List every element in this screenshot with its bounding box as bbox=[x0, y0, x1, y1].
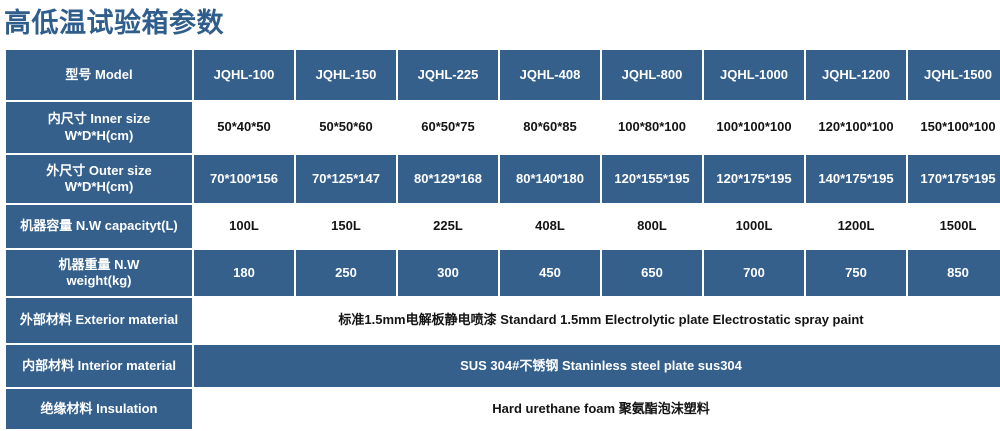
row-label-outer-size-line1: 外尺寸 Outer size bbox=[46, 162, 152, 178]
outer-size-value-2: 70*125*147 bbox=[296, 155, 396, 203]
inner-size-value-7: 120*100*100 bbox=[806, 102, 906, 153]
row-label-inner-size: 内尺寸 Inner size W*D*H(cm) bbox=[6, 102, 192, 153]
row-label-capacity: 机器容量 N.W capacityt(L) bbox=[6, 205, 192, 248]
table-row-insulation: 绝缘材料 Insulation Hard urethane foam 聚氨酯泡沫… bbox=[6, 389, 1000, 429]
outer-size-value-4: 80*140*180 bbox=[500, 155, 600, 203]
model-header-5: JQHL-800 bbox=[602, 50, 702, 100]
table-row-model: 型号 Model JQHL-100 JQHL-150 JQHL-225 JQHL… bbox=[6, 50, 1000, 100]
row-label-weight-line2: weight(kg) bbox=[66, 273, 132, 288]
table-row-weight: 机器重量 N.W weight(kg) 180 250 300 450 650 … bbox=[6, 250, 1000, 296]
weight-value-7: 750 bbox=[806, 250, 906, 296]
model-header-7: JQHL-1200 bbox=[806, 50, 906, 100]
weight-value-6: 700 bbox=[704, 250, 804, 296]
outer-size-value-5: 120*155*195 bbox=[602, 155, 702, 203]
row-label-outer-size-line2: W*D*H(cm) bbox=[64, 179, 134, 194]
inner-size-value-2: 50*50*60 bbox=[296, 102, 396, 153]
table-row-interior-material: 内部材料 Interior material SUS 304#不锈钢 Stani… bbox=[6, 345, 1000, 387]
weight-value-2: 250 bbox=[296, 250, 396, 296]
model-header-2: JQHL-150 bbox=[296, 50, 396, 100]
model-header-6: JQHL-1000 bbox=[704, 50, 804, 100]
table-row-outer-size: 外尺寸 Outer size W*D*H(cm) 70*100*156 70*1… bbox=[6, 155, 1000, 203]
inner-size-value-1: 50*40*50 bbox=[194, 102, 294, 153]
model-header-1: JQHL-100 bbox=[194, 50, 294, 100]
weight-value-8: 850 bbox=[908, 250, 1000, 296]
specification-table: 型号 Model JQHL-100 JQHL-150 JQHL-225 JQHL… bbox=[4, 48, 1000, 431]
outer-size-value-1: 70*100*156 bbox=[194, 155, 294, 203]
row-label-model: 型号 Model bbox=[6, 50, 192, 100]
row-label-inner-size-line1: 内尺寸 Inner size bbox=[47, 111, 151, 127]
row-label-interior-material: 内部材料 Interior material bbox=[6, 345, 192, 387]
row-label-outer-size: 外尺寸 Outer size W*D*H(cm) bbox=[6, 155, 192, 203]
capacity-value-8: 1500L bbox=[908, 205, 1000, 248]
capacity-value-5: 800L bbox=[602, 205, 702, 248]
row-label-weight-line1: 机器重量 N.W bbox=[58, 256, 140, 272]
model-header-8: JQHL-1500 bbox=[908, 50, 1000, 100]
table-row-exterior-material: 外部材料 Exterior material 标准1.5mm电解板静电喷漆 St… bbox=[6, 298, 1000, 343]
inner-size-value-5: 100*80*100 bbox=[602, 102, 702, 153]
model-header-4: JQHL-408 bbox=[500, 50, 600, 100]
inner-size-value-4: 80*60*85 bbox=[500, 102, 600, 153]
capacity-value-4: 408L bbox=[500, 205, 600, 248]
outer-size-value-7: 140*175*195 bbox=[806, 155, 906, 203]
table-row-inner-size: 内尺寸 Inner size W*D*H(cm) 50*40*50 50*50*… bbox=[6, 102, 1000, 153]
inner-size-value-6: 100*100*100 bbox=[704, 102, 804, 153]
outer-size-value-8: 170*175*195 bbox=[908, 155, 1000, 203]
weight-value-3: 300 bbox=[398, 250, 498, 296]
row-label-exterior-material: 外部材料 Exterior material bbox=[6, 298, 192, 343]
row-label-insulation: 绝缘材料 Insulation bbox=[6, 389, 192, 429]
model-header-3: JQHL-225 bbox=[398, 50, 498, 100]
insulation-value: Hard urethane foam 聚氨酯泡沫塑料 bbox=[194, 389, 1000, 429]
interior-material-value: SUS 304#不锈钢 Staninless steel plate sus30… bbox=[194, 345, 1000, 387]
capacity-value-2: 150L bbox=[296, 205, 396, 248]
weight-value-1: 180 bbox=[194, 250, 294, 296]
weight-value-4: 450 bbox=[500, 250, 600, 296]
row-label-weight: 机器重量 N.W weight(kg) bbox=[6, 250, 192, 296]
capacity-value-1: 100L bbox=[194, 205, 294, 248]
capacity-value-3: 225L bbox=[398, 205, 498, 248]
inner-size-value-3: 60*50*75 bbox=[398, 102, 498, 153]
inner-size-value-8: 150*100*100 bbox=[908, 102, 1000, 153]
capacity-value-7: 1200L bbox=[806, 205, 906, 248]
outer-size-value-6: 120*175*195 bbox=[704, 155, 804, 203]
capacity-value-6: 1000L bbox=[704, 205, 804, 248]
exterior-material-value: 标准1.5mm电解板静电喷漆 Standard 1.5mm Electrolyt… bbox=[194, 298, 1000, 343]
spec-sheet-page: 高低温试验箱参数 型号 Model JQHL-100 JQHL-150 JQHL… bbox=[4, 8, 1000, 429]
page-title: 高低温试验箱参数 bbox=[4, 8, 224, 38]
weight-value-5: 650 bbox=[602, 250, 702, 296]
outer-size-value-3: 80*129*168 bbox=[398, 155, 498, 203]
row-label-inner-size-line2: W*D*H(cm) bbox=[64, 127, 134, 143]
table-row-capacity: 机器容量 N.W capacityt(L) 100L 150L 225L 408… bbox=[6, 205, 1000, 248]
